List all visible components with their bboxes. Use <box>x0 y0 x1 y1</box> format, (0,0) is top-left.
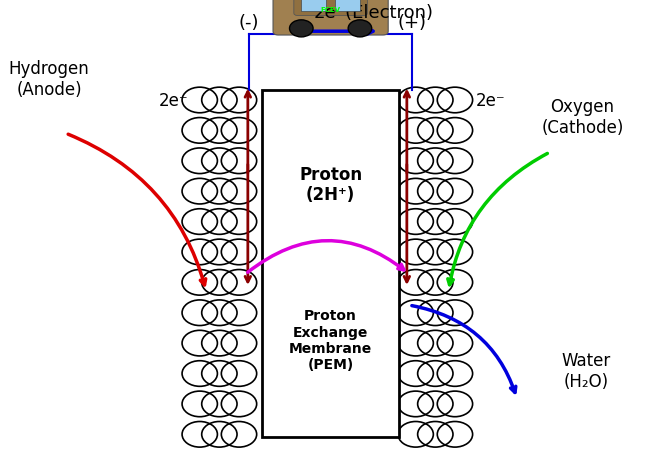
Text: Proton
(2H⁺): Proton (2H⁺) <box>299 165 362 204</box>
Text: Hydrogen
(Anode): Hydrogen (Anode) <box>9 60 90 99</box>
FancyBboxPatch shape <box>273 0 388 36</box>
Text: (+): (+) <box>398 14 427 32</box>
Text: 2e⁻: 2e⁻ <box>159 92 189 110</box>
Text: (-): (-) <box>239 14 259 32</box>
Text: FCEV: FCEV <box>320 7 341 13</box>
Text: Oxygen
(Cathode): Oxygen (Cathode) <box>541 98 624 137</box>
Circle shape <box>290 21 313 38</box>
Circle shape <box>348 21 372 38</box>
Text: 2e⁻: 2e⁻ <box>476 92 506 110</box>
Bar <box>301 0 326 12</box>
Text: Water
(H₂O): Water (H₂O) <box>561 351 610 390</box>
Text: 2e⁻(Electron): 2e⁻(Electron) <box>313 4 433 22</box>
Bar <box>262 91 399 437</box>
Text: Proton
Exchange
Membrane
(PEM): Proton Exchange Membrane (PEM) <box>289 309 372 371</box>
Bar <box>334 0 360 12</box>
FancyBboxPatch shape <box>294 0 367 16</box>
